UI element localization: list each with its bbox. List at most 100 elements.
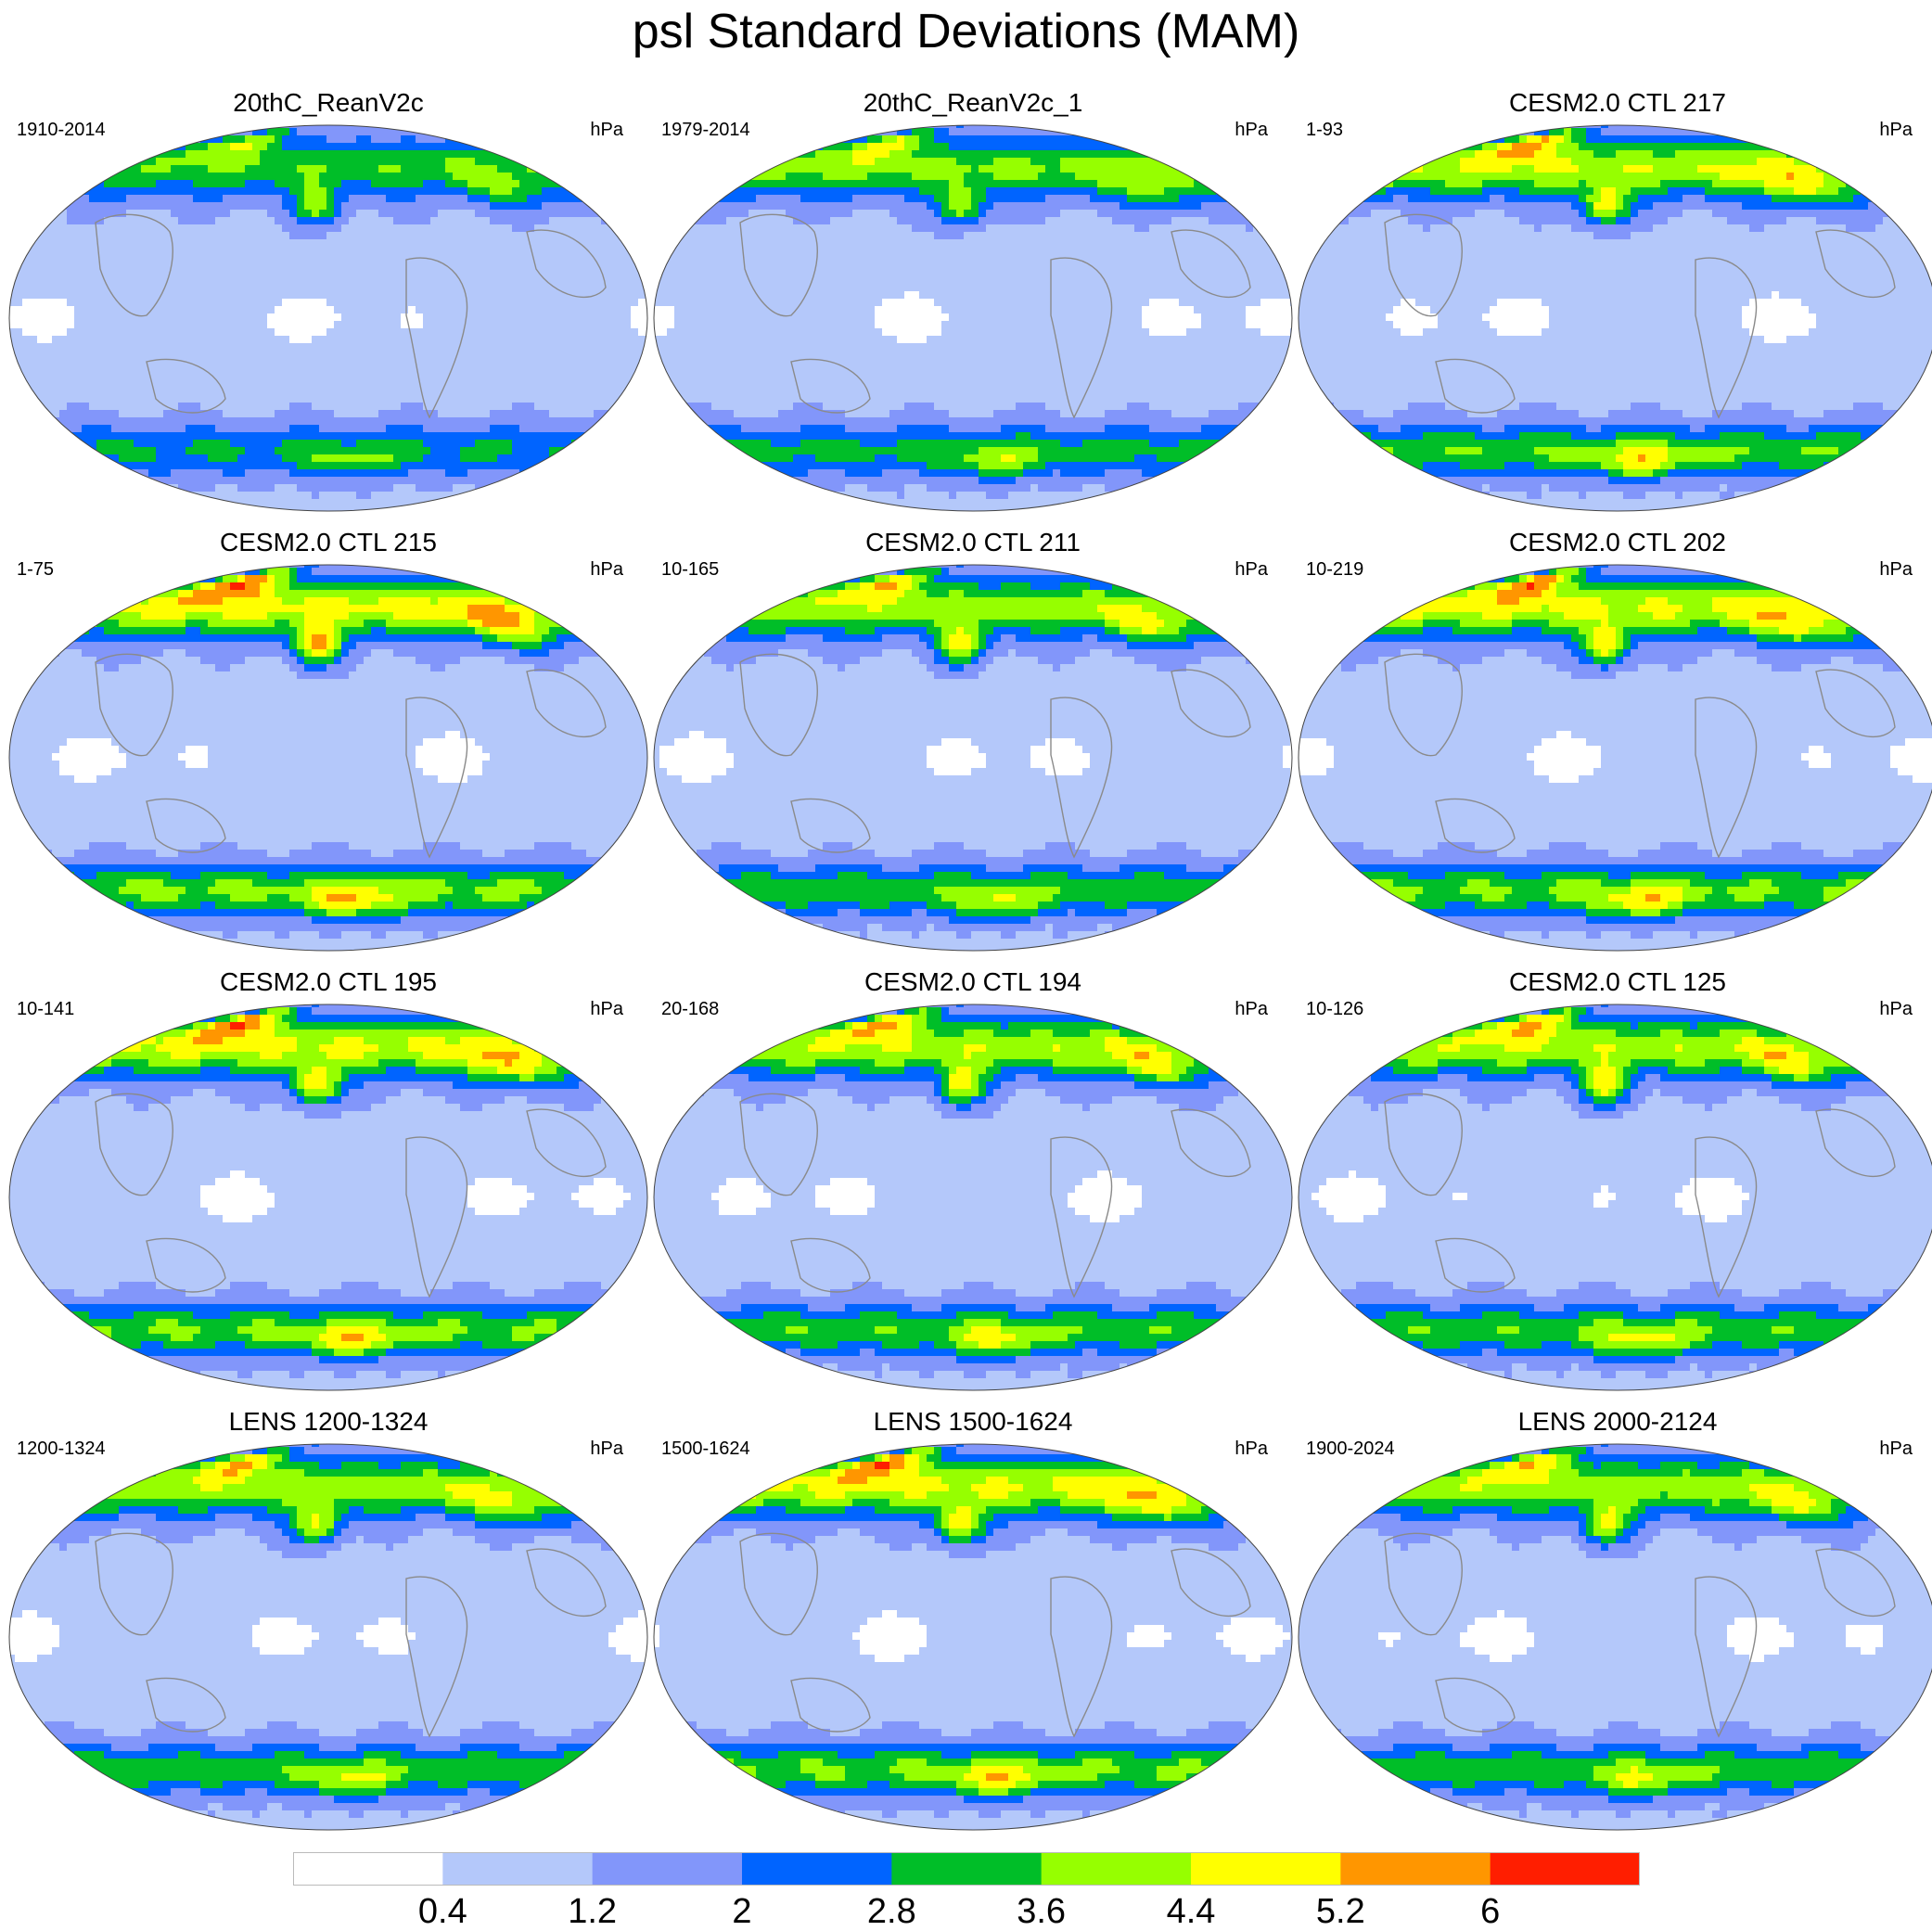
panel-units: hPa [590,998,623,1020]
colorbar-swatch [592,1852,743,1886]
psl-std-map [8,1004,648,1391]
colorbar-tick-label: 3.6 [995,1892,1088,1931]
panel-units: hPa [1235,558,1268,581]
panel-period: 10-165 [661,558,719,581]
colorbar-swatch [1490,1852,1640,1886]
map-panel: 20thC_ReanV2c_1 1979-2014 hPa [652,87,1294,521]
map-panel: LENS 1500-1624 1500-1624 hPa [652,1406,1294,1840]
page-title: psl Standard Deviations (MAM) [0,2,1932,61]
coastline [1695,257,1758,419]
map-border [8,1004,648,1391]
map-panel: CESM2.0 CTL 217 1-93 hPa [1297,87,1932,521]
map-panel: 20thC_ReanV2c 1910-2014 hPa [7,87,649,521]
map-panel: LENS 2000-2124 1900-2024 hPa [1297,1406,1932,1840]
map-panel: CESM2.0 CTL 125 10-126 hPa [1297,966,1932,1400]
colorbar [293,1852,1640,1886]
coastline [1171,229,1251,299]
coastline [1050,1136,1113,1298]
panel-title: CESM2.0 CTL 125 [1297,966,1932,998]
panel-period: 1-93 [1306,119,1343,141]
map-border [653,1443,1293,1831]
psl-std-map [653,1443,1293,1831]
coastline [1695,1136,1758,1298]
colorbar-swatch [1340,1852,1491,1886]
panel-units: hPa [1235,1438,1268,1460]
psl-std-map [1298,1443,1932,1831]
coastline [526,1108,607,1178]
panel-units: hPa [590,119,623,141]
map-border [8,1443,648,1831]
panel-title: 20thC_ReanV2c [7,87,649,119]
map-border [8,564,648,952]
panel-title: CESM2.0 CTL 202 [1297,527,1932,558]
panel-units: hPa [590,1438,623,1460]
panel-period: 1200-1324 [17,1438,106,1460]
coastline [526,229,607,299]
map-panel: CESM2.0 CTL 194 20-168 hPa [652,966,1294,1400]
colorbar-swatch [1191,1852,1341,1886]
panel-title: CESM2.0 CTL 215 [7,527,649,558]
panel-period: 1910-2014 [17,119,106,141]
map-border [1298,1443,1932,1831]
coastline [1815,229,1896,299]
coastline [1815,1548,1896,1618]
coastline [1435,798,1516,853]
coastline [405,1576,468,1738]
panel-units: hPa [1879,558,1913,581]
coastline [95,653,173,757]
colorbar-tick-label: 4.4 [1145,1892,1237,1931]
colorbar-tick-label: 2 [696,1892,788,1931]
coastline [1815,669,1896,738]
coastline [1171,1548,1251,1618]
panel-units: hPa [1235,119,1268,141]
coastline [739,1093,818,1196]
panel-units: hPa [1879,119,1913,141]
coastline [95,1532,173,1636]
panel-units: hPa [1235,998,1268,1020]
panel-period: 1979-2014 [661,119,750,141]
coastline [1050,257,1113,419]
psl-std-map [8,564,648,952]
coastline [526,1548,607,1618]
coastline [1050,1576,1113,1738]
coastline [95,1093,173,1196]
panel-period: 20-168 [661,998,719,1020]
psl-std-map [653,124,1293,512]
coastline [146,1237,226,1293]
coastline [739,1532,818,1636]
panel-period: 10-219 [1306,558,1363,581]
colorbar-swatch [1041,1852,1192,1886]
coastline [790,1237,871,1293]
panel-units: hPa [1879,1438,1913,1460]
coastline [1050,697,1113,859]
map-border [1298,1004,1932,1391]
map-border [653,564,1293,952]
coastline [1435,1237,1516,1293]
panel-period: 10-141 [17,998,74,1020]
panel-title: CESM2.0 CTL 194 [652,966,1294,998]
psl-std-map [1298,1004,1932,1391]
panel-title: LENS 1200-1324 [7,1406,649,1438]
psl-std-map [1298,124,1932,512]
panel-units: hPa [590,558,623,581]
panel-title: CESM2.0 CTL 211 [652,527,1294,558]
coastline [1695,1576,1758,1738]
map-border [8,124,648,512]
map-panel: CESM2.0 CTL 202 10-219 hPa [1297,527,1932,961]
map-border [653,124,1293,512]
map-border [1298,564,1932,952]
coastline [146,798,226,853]
colorbar-swatch [891,1852,1043,1886]
coastline [1384,653,1463,757]
colorbar-tick-label: 2.8 [845,1892,938,1931]
coastline [790,1677,871,1733]
coastline [739,213,818,317]
map-border [1298,124,1932,512]
coastline [1171,669,1251,738]
coastline [1435,1677,1516,1733]
colorbar-tick-label: 1.2 [546,1892,639,1931]
coastline [405,257,468,419]
map-panel: CESM2.0 CTL 215 1-75 hPa [7,527,649,961]
coastline [405,1136,468,1298]
colorbar-tick-label: 6 [1444,1892,1537,1931]
